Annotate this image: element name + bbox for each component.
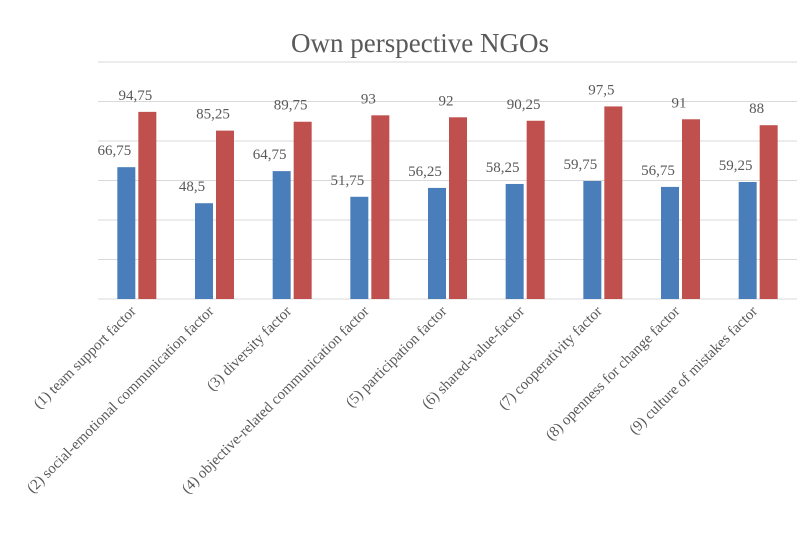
value-label: 91 bbox=[672, 95, 687, 111]
bar bbox=[293, 121, 312, 300]
value-label: 97,5 bbox=[588, 82, 614, 98]
x-tick-label: (8) openness for change factor bbox=[543, 304, 683, 444]
value-label: 92 bbox=[439, 93, 454, 109]
bar bbox=[583, 180, 602, 299]
bar bbox=[661, 186, 679, 299]
bar bbox=[428, 187, 446, 299]
value-label: 58,25 bbox=[486, 160, 520, 176]
value-label: 64,75 bbox=[253, 147, 287, 163]
bar bbox=[216, 130, 234, 299]
value-label: 56,25 bbox=[408, 164, 442, 180]
bar bbox=[526, 120, 545, 299]
x-tick-label: (3) diversity factor bbox=[204, 304, 295, 395]
bar bbox=[682, 119, 700, 300]
value-label: 59,25 bbox=[719, 158, 753, 174]
bar bbox=[604, 106, 623, 299]
bar bbox=[371, 115, 390, 299]
bar bbox=[350, 196, 369, 299]
chart-title: Own perspective NGOs bbox=[291, 28, 549, 58]
bar bbox=[138, 111, 157, 300]
value-label: 89,75 bbox=[274, 98, 308, 114]
value-label: 66,75 bbox=[97, 143, 131, 159]
bar bbox=[505, 183, 524, 299]
bar bbox=[195, 203, 213, 299]
value-label: 56,75 bbox=[641, 163, 675, 179]
bar bbox=[117, 167, 136, 299]
value-label: 51,75 bbox=[330, 173, 364, 189]
bar bbox=[759, 125, 778, 299]
value-label: 48,5 bbox=[179, 179, 205, 195]
value-label: 93 bbox=[361, 91, 376, 107]
value-label: 85,25 bbox=[196, 107, 230, 123]
bar bbox=[272, 171, 291, 299]
x-tick-label: (9) culture of mistakes factor bbox=[627, 304, 761, 438]
value-label: 88 bbox=[749, 101, 764, 117]
value-label: 94,75 bbox=[118, 88, 152, 104]
bar bbox=[738, 181, 757, 299]
value-label: 59,75 bbox=[563, 157, 597, 173]
value-label: 90,25 bbox=[507, 97, 541, 113]
bar bbox=[449, 117, 467, 299]
